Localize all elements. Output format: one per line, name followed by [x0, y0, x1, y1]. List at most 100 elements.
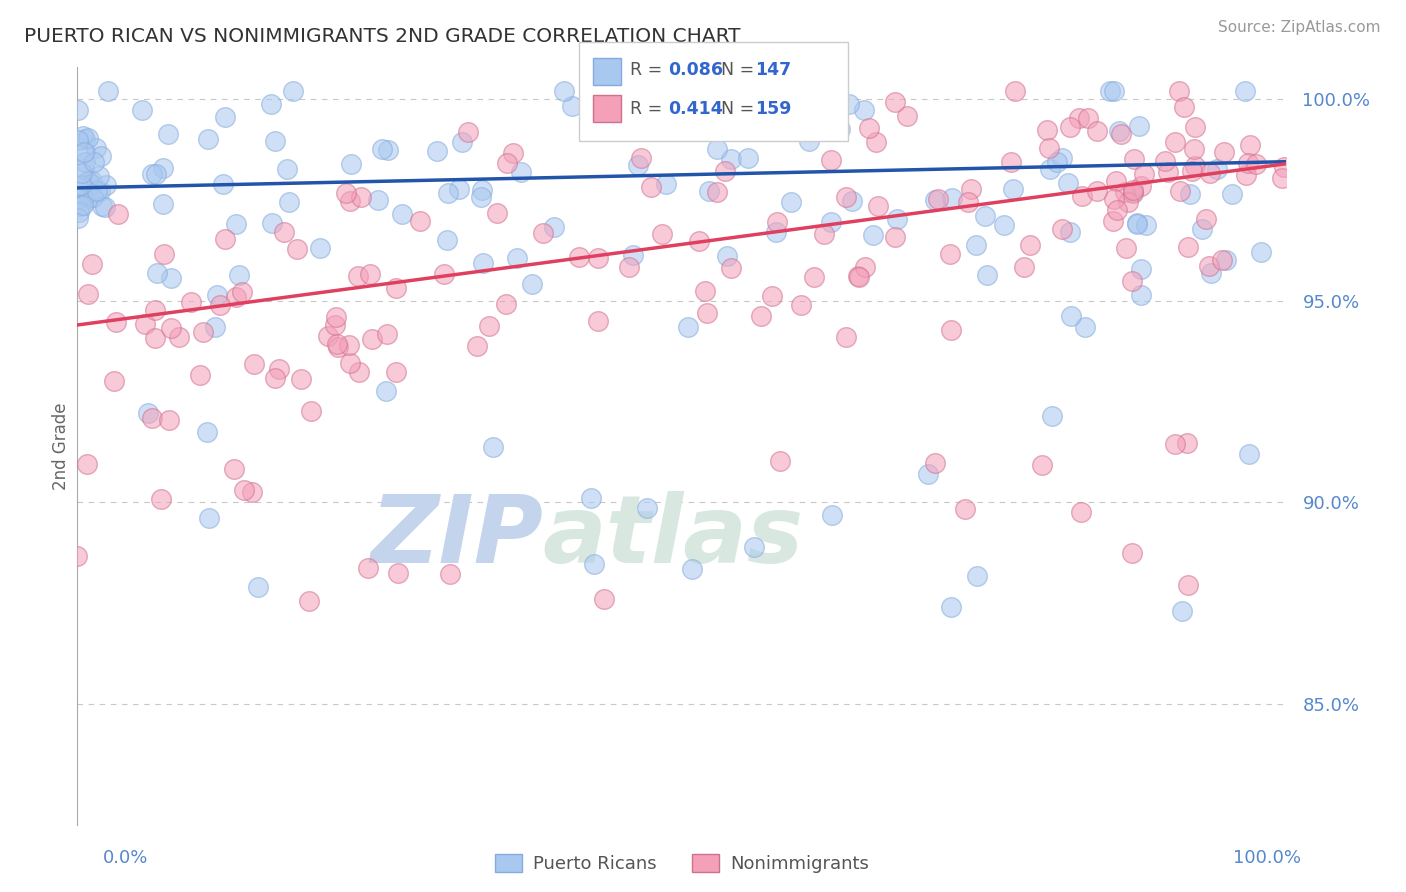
- Point: [73, 145, 96, 160]
- Point: [146, 267, 169, 281]
- Point: [1215, 253, 1237, 268]
- Point: [654, 177, 676, 191]
- Point: [465, 339, 488, 353]
- Point: [782, 105, 804, 120]
- Point: [1073, 320, 1095, 334]
- Point: [627, 158, 650, 172]
- Point: [73, 161, 96, 176]
- Point: [141, 168, 163, 182]
- Point: [145, 167, 167, 181]
- Point: [720, 261, 742, 276]
- Point: [858, 121, 880, 136]
- Point: [384, 365, 406, 379]
- Point: [67, 133, 90, 147]
- Point: [686, 124, 709, 138]
- Point: [765, 225, 787, 239]
- Point: [1182, 142, 1205, 156]
- Point: [197, 131, 219, 145]
- Point: [269, 362, 291, 376]
- Point: [1184, 120, 1206, 134]
- Point: [927, 193, 949, 207]
- Point: [1031, 458, 1053, 473]
- Point: [830, 121, 852, 136]
- Point: [94, 200, 117, 214]
- Point: [586, 314, 609, 328]
- Point: [1077, 111, 1099, 125]
- Point: [1234, 84, 1257, 98]
- Point: [89, 184, 111, 198]
- Point: [214, 232, 236, 246]
- Text: 100.0%: 100.0%: [1233, 849, 1301, 867]
- Point: [1199, 266, 1222, 280]
- Point: [1271, 171, 1294, 186]
- Point: [640, 179, 662, 194]
- Point: [426, 145, 449, 159]
- Point: [134, 317, 156, 331]
- Point: [939, 247, 962, 261]
- Point: [617, 260, 640, 274]
- Point: [136, 406, 159, 420]
- Point: [852, 103, 875, 117]
- Point: [377, 143, 399, 157]
- Text: R =: R =: [630, 100, 662, 118]
- Point: [1130, 287, 1153, 301]
- Point: [481, 440, 503, 454]
- Point: [359, 268, 381, 282]
- Point: [1116, 195, 1139, 210]
- Point: [1038, 141, 1060, 155]
- Point: [259, 96, 281, 111]
- Point: [1237, 155, 1260, 169]
- Point: [1167, 84, 1189, 98]
- Point: [323, 318, 346, 332]
- Point: [198, 511, 221, 525]
- Point: [1114, 185, 1136, 199]
- Text: R =: R =: [630, 61, 662, 78]
- Point: [695, 285, 717, 299]
- Point: [66, 103, 89, 117]
- Point: [76, 131, 98, 145]
- Point: [149, 491, 172, 506]
- Point: [1168, 184, 1191, 198]
- Point: [1050, 151, 1073, 165]
- Text: PUERTO RICAN VS NONIMMIGRANTS 2ND GRADE CORRELATION CHART: PUERTO RICAN VS NONIMMIGRANTS 2ND GRADE …: [24, 27, 741, 45]
- Point: [1071, 189, 1094, 203]
- Point: [742, 541, 765, 555]
- Point: [349, 365, 371, 379]
- Point: [347, 268, 370, 283]
- Point: [160, 321, 183, 335]
- Point: [1060, 310, 1083, 324]
- Point: [360, 332, 382, 346]
- Point: [779, 194, 801, 209]
- Point: [225, 290, 247, 304]
- Point: [80, 177, 103, 191]
- Point: [769, 454, 792, 468]
- Point: [197, 425, 219, 439]
- Y-axis label: 2nd Grade: 2nd Grade: [52, 402, 70, 490]
- Point: [67, 192, 90, 206]
- Point: [103, 374, 125, 388]
- Point: [439, 566, 461, 581]
- Point: [76, 457, 98, 471]
- Point: [621, 247, 644, 261]
- Point: [97, 84, 120, 98]
- Point: [433, 267, 456, 281]
- Point: [820, 153, 842, 167]
- Point: [225, 218, 247, 232]
- Legend: Puerto Ricans, Nonimmigrants: Puerto Ricans, Nonimmigrants: [488, 847, 876, 880]
- Point: [1133, 167, 1156, 181]
- Point: [1130, 179, 1153, 194]
- Point: [846, 269, 869, 284]
- Text: Source: ZipAtlas.com: Source: ZipAtlas.com: [1218, 20, 1381, 35]
- Point: [159, 271, 181, 285]
- Point: [1198, 166, 1220, 180]
- Point: [797, 134, 820, 148]
- Point: [520, 277, 543, 291]
- Point: [276, 162, 298, 177]
- Point: [688, 234, 710, 248]
- Point: [387, 566, 409, 580]
- Point: [375, 326, 398, 341]
- Point: [409, 214, 432, 228]
- Point: [350, 189, 373, 203]
- Point: [785, 84, 807, 98]
- Point: [1234, 168, 1257, 182]
